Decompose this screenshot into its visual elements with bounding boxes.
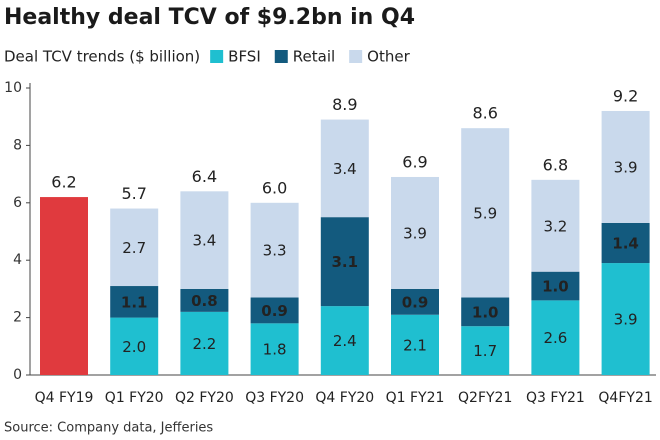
segment-label: 1.0: [472, 303, 499, 321]
total-label: 8.6: [472, 104, 497, 123]
segment-label: 0.8: [191, 292, 218, 310]
segment-label: 3.3: [263, 242, 287, 260]
bar-segment: [320, 119, 369, 218]
bar-segment: [391, 314, 439, 375]
bar-segment: [531, 271, 580, 301]
segment-label: 2.6: [543, 329, 567, 347]
segment-label: 3.4: [192, 232, 216, 250]
x-tick-label: Q2 FY20: [175, 390, 234, 406]
bar-segment: [531, 179, 580, 272]
y-tick-label: 10: [4, 80, 22, 96]
total-label: 6.0: [262, 178, 287, 197]
segment-label: 2.1: [403, 336, 427, 354]
segment-label: 3.9: [403, 224, 427, 242]
bar-segment: [461, 326, 510, 375]
segment-label: 2.2: [192, 335, 216, 353]
legend-swatch: [349, 50, 363, 63]
bar-segment: [180, 191, 229, 289]
bar-segment: [601, 110, 650, 223]
legend-swatch: [210, 50, 224, 63]
segment-label: 3.4: [333, 160, 357, 178]
legend-swatch: [274, 50, 288, 63]
x-tick-label: Q3 FY21: [526, 390, 585, 406]
bar-segment: [250, 202, 299, 298]
y-tick-label: 4: [13, 252, 22, 268]
total-label: 6.9: [402, 152, 427, 171]
x-tick-label: Q2FY21: [458, 390, 512, 406]
segment-label: 3.2: [543, 217, 567, 235]
bar-segment: [250, 297, 299, 324]
total-label: 5.7: [121, 184, 146, 203]
legend-label: Other: [367, 48, 410, 66]
bar-segment: [320, 217, 369, 307]
legend-label: Retail: [293, 48, 335, 66]
segment-label: 1.1: [121, 293, 148, 311]
legend-label: BFSI: [228, 48, 261, 66]
bar-segment: [531, 300, 580, 375]
segment-label: 1.0: [542, 278, 569, 296]
x-tick-label: Q1 FY20: [105, 390, 164, 406]
total-label: 8.9: [332, 95, 357, 114]
x-tick-label: Q4 FY19: [35, 390, 94, 406]
bar-segment: [110, 317, 159, 375]
x-tick-label: Q3 FY20: [245, 390, 304, 406]
bar-segment: [110, 208, 159, 287]
y-tick-label: 6: [13, 195, 22, 211]
chart-subtitle: Deal TCV trends ($ billion): [4, 48, 200, 66]
total-label: 9.2: [613, 86, 638, 105]
total-label: 6.8: [543, 155, 568, 174]
total-label: 6.2: [51, 173, 76, 192]
total-label: 6.4: [192, 167, 217, 186]
bar-segment: [320, 306, 369, 375]
y-tick-label: 0: [13, 367, 22, 383]
segment-label: 2.7: [122, 239, 146, 257]
segment-label: 3.1: [332, 253, 359, 271]
bar-segment: [601, 263, 650, 375]
segment-label: 0.9: [261, 302, 288, 320]
bar-segment: [391, 176, 439, 289]
chart-title: Healthy deal TCV of $9.2bn in Q4: [4, 5, 415, 30]
segment-label: 1.7: [473, 342, 497, 360]
segment-label: 2.0: [122, 338, 146, 356]
bar-segment: [391, 288, 439, 315]
bar-segment: [461, 128, 510, 298]
y-tick-label: 8: [13, 137, 22, 153]
segment-label: 2.4: [333, 332, 357, 350]
bar-segment: [180, 288, 229, 312]
segment-label: 5.9: [473, 204, 497, 222]
bar-segment: [180, 311, 229, 375]
bar: [40, 197, 88, 375]
y-tick-label: 2: [13, 310, 22, 326]
bar-segment: [601, 222, 650, 264]
x-tick-label: Q4 FY20: [315, 390, 374, 406]
bar-segment: [250, 323, 299, 375]
segment-label: 3.9: [614, 311, 638, 329]
segment-label: 3.9: [614, 158, 638, 176]
source-note: Source: Company data, Jefferies: [4, 421, 213, 436]
segment-label: 0.9: [402, 293, 429, 311]
x-tick-label: Q1 FY21: [386, 390, 445, 406]
x-tick-label: Q4FY21: [598, 390, 652, 406]
bar-segment: [110, 286, 159, 318]
bar-segment: [461, 297, 510, 327]
segment-label: 1.8: [263, 341, 287, 359]
segment-label: 1.4: [612, 234, 639, 252]
